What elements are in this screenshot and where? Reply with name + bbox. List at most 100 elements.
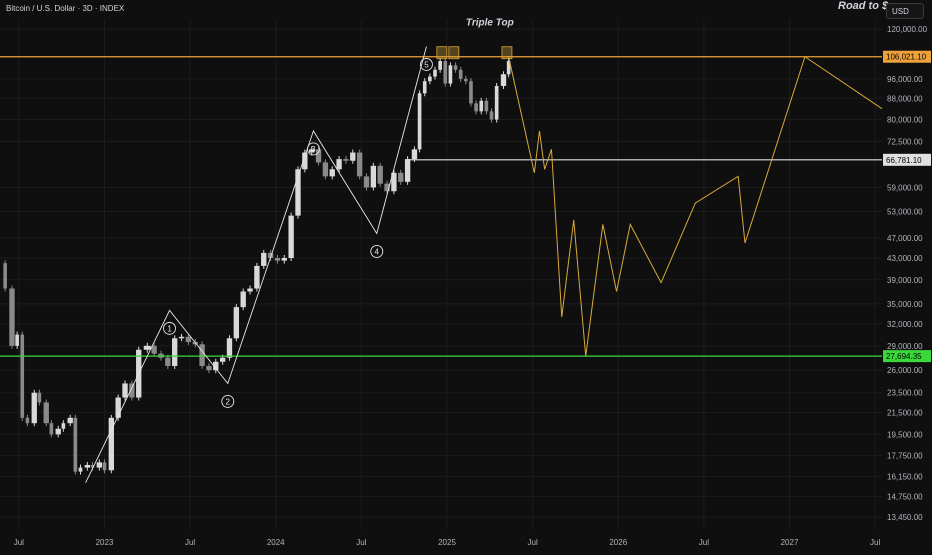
wave-label-circle: [306, 142, 320, 156]
candle-body: [96, 462, 103, 468]
y-tick-label: 96,000.00: [887, 75, 923, 84]
candle-body: [370, 165, 377, 188]
candle-body: [233, 307, 240, 339]
candle-body: [49, 423, 54, 435]
elliott-wave-path: 1 2 3 4 5: [85, 46, 433, 483]
triple-top-box: [436, 46, 448, 60]
candle-body: [479, 100, 484, 112]
candle-body: [165, 357, 171, 366]
candle-body: [377, 165, 383, 184]
corner-title: Road to $: [838, 0, 889, 12]
candle-body: [384, 183, 390, 192]
candle-body: [226, 338, 233, 358]
y-tick-label: 120,000.00: [887, 25, 928, 34]
y-tick-label: 53,000.00: [887, 207, 923, 216]
candle-body: [443, 61, 448, 84]
price-line-tag: [883, 50, 931, 63]
price-line-label: 66,781.10: [886, 156, 922, 165]
candle-body: [143, 345, 151, 350]
candle-body: [438, 61, 442, 70]
candle-body: [350, 152, 356, 161]
y-tick-label: 43,000.00: [887, 254, 923, 263]
y-tick-label: 16,150.00: [887, 472, 923, 481]
candle-body: [322, 162, 329, 177]
price-line-tag: [883, 350, 931, 363]
wave-label: 4: [375, 247, 380, 256]
y-tick-label: 88,000.00: [887, 94, 923, 103]
candle-body: [151, 345, 157, 354]
wave-label: 5: [424, 60, 429, 69]
x-axis[interactable]: Jul 2023 Jul 2024 Jul 2025 Jul 2026 Jul 2027 Jul: [14, 538, 881, 547]
y-tick-label: 47,000.00: [887, 234, 923, 243]
candle-body: [404, 159, 411, 182]
y-tick-label: 13,450.00: [887, 513, 923, 522]
candle-body: [391, 172, 397, 192]
candle-body: [356, 152, 363, 177]
candle-body: [37, 392, 42, 403]
annotation-triple-top: Triple Top: [466, 17, 514, 28]
y-tick-label: 39,000.00: [887, 276, 923, 285]
x-tick-label: 2023: [96, 538, 114, 547]
candle-body: [494, 85, 499, 120]
candle-body: [464, 78, 468, 82]
symbol-title: Bitcoin / U.S. Dollar · 3D · INDEX: [6, 4, 125, 13]
candle-body: [274, 257, 281, 261]
x-tick-label: Jul: [699, 538, 709, 547]
x-tick-label: Jul: [185, 538, 195, 547]
price-line-tag: [883, 153, 931, 166]
candle-body: [178, 336, 185, 339]
candle-body: [25, 417, 30, 424]
currency-button[interactable]: USD: [886, 3, 924, 19]
projection-line: [508, 55, 883, 357]
candle-body: [43, 402, 49, 424]
candle-body: [129, 383, 135, 398]
price-line-labels: 106,021.10 66,781.10 27,694.35: [883, 50, 931, 363]
candle-body: [433, 69, 437, 77]
candle-body: [108, 417, 114, 471]
wave-label: 2: [226, 397, 231, 406]
wave-label-circle: [419, 58, 433, 71]
candle-body: [102, 462, 107, 471]
y-axis[interactable]: 120,000.00 96,000.00 88,000.00 80,000.00 72,…: [887, 25, 928, 522]
candle-body: [336, 159, 342, 170]
candle-body: [315, 149, 322, 163]
price-line-label: 27,694.35: [886, 352, 922, 361]
candle-body: [55, 428, 61, 435]
candle-body: [329, 169, 335, 177]
candle-body: [31, 392, 37, 424]
y-tick-label: 32,000.00: [887, 320, 923, 329]
candle-body: [247, 288, 253, 292]
candle-body: [61, 423, 66, 429]
y-tick-label: 26,000.00: [887, 366, 923, 375]
candle-body: [398, 172, 404, 182]
candle-body: [474, 103, 478, 112]
candle-body: [78, 467, 83, 472]
y-tick-label: 19,500.00: [887, 430, 923, 439]
x-tick-label: 2027: [781, 538, 799, 547]
candle-body: [428, 76, 432, 82]
x-tick-label: Jul: [14, 538, 24, 547]
candle-body: [67, 417, 73, 424]
candle-body: [281, 257, 287, 261]
candle-body: [343, 159, 349, 161]
candle-body: [90, 464, 95, 468]
candle-body: [172, 338, 178, 366]
candle-body: [3, 263, 7, 289]
candle-body: [73, 417, 78, 472]
candle-body: [411, 149, 418, 160]
x-tick-label: Jul: [356, 538, 366, 547]
wave-label-circle: [370, 245, 384, 258]
triple-top-box: [448, 46, 460, 60]
x-tick-label: 2024: [267, 538, 285, 547]
candle-body: [469, 81, 473, 104]
y-tick-label: 80,000.00: [887, 116, 923, 125]
candle-body: [309, 149, 315, 153]
candle-body: [422, 81, 427, 94]
candle-body: [122, 383, 128, 398]
y-tick-label: 23,500.00: [887, 389, 923, 398]
candle-body: [448, 65, 453, 84]
triple-top-boxes: [436, 46, 513, 60]
x-tick-label: Jul: [870, 538, 880, 547]
candle-body: [219, 357, 226, 362]
y-tick-label: 59,000.00: [887, 183, 923, 192]
